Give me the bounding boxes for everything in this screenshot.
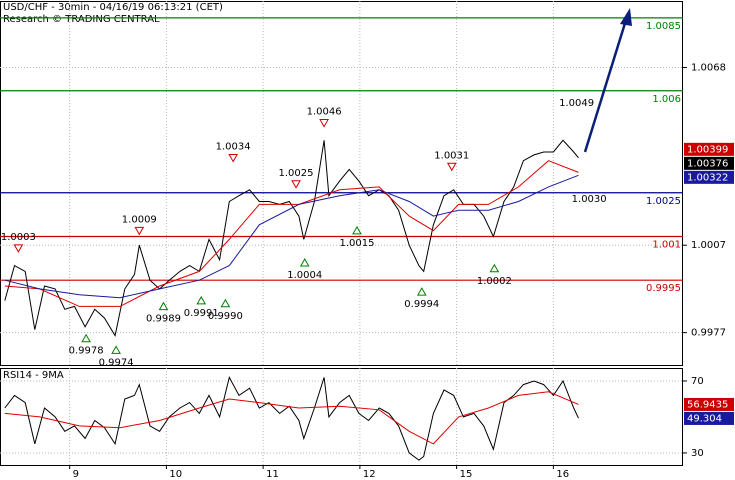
chart-title: USD/CHF - 30min - 04/16/19 06:13:21 (CET… xyxy=(3,2,223,13)
peak-marker xyxy=(134,226,145,236)
y-tick-label: 30 xyxy=(691,448,704,459)
annotation-label: 0.9974 xyxy=(99,357,134,368)
annotation-label: 1.0003 xyxy=(1,232,36,243)
annotation-label: 1.0034 xyxy=(216,142,251,153)
trough-marker xyxy=(196,295,207,305)
annotation-label: 0.9991 xyxy=(184,308,219,319)
level-label: 1.006 xyxy=(652,94,681,105)
forecast-arrowhead xyxy=(620,8,632,26)
trough-marker xyxy=(81,333,91,343)
trough-marker xyxy=(489,263,500,273)
annotation-label: 0.9978 xyxy=(69,346,104,357)
series-line xyxy=(4,160,579,307)
annotation-label: 1.0046 xyxy=(307,107,342,118)
y-tick-label: 1.0068 xyxy=(691,62,726,73)
peak-marker xyxy=(319,119,329,128)
chart-subtitle: Research © TRADING CENTRAL xyxy=(3,14,160,25)
price-tag-label: 1.00399 xyxy=(687,144,728,155)
rsi-title: RSI14 - 9MA xyxy=(3,370,64,381)
y-tick-label: 0.9977 xyxy=(691,328,726,339)
trough-marker xyxy=(220,298,231,308)
peak-marker xyxy=(446,162,457,172)
y-tick-label: 70 xyxy=(691,376,704,387)
annotation-label: 1.0015 xyxy=(339,238,374,249)
price-tag xyxy=(684,170,734,184)
annotation-label: 1.0030 xyxy=(572,194,607,205)
price-tag-label: 1.00322 xyxy=(687,172,728,183)
peak-marker xyxy=(291,180,301,189)
price-tag xyxy=(684,397,734,411)
price-tag-label: 49.304 xyxy=(687,413,722,424)
price-tag xyxy=(684,142,734,156)
trough-marker xyxy=(158,301,169,311)
trough-marker xyxy=(299,257,310,267)
annotation-label: 0.9994 xyxy=(404,299,439,310)
annotation-label: 1.0025 xyxy=(279,168,314,179)
panel-frame xyxy=(0,1,683,366)
annotation-label: 1.0031 xyxy=(434,150,469,161)
annotation-label: 1.0002 xyxy=(477,276,512,287)
x-tick-label: 11 xyxy=(266,469,279,480)
level-label: 1.0085 xyxy=(646,21,681,32)
annotation-label: 1.0009 xyxy=(122,214,157,225)
annotation-label: 0.9990 xyxy=(208,311,243,322)
price-tag-label: 1.00376 xyxy=(687,158,728,169)
forecast-arrow xyxy=(583,19,628,153)
level-label: 0.9995 xyxy=(646,283,681,294)
x-tick-label: 15 xyxy=(460,469,473,480)
series-line xyxy=(4,376,579,461)
trough-marker xyxy=(352,225,362,235)
peak-marker xyxy=(13,244,24,253)
price-tag-label: 56.9435 xyxy=(687,399,728,410)
annotation-label: 0.9989 xyxy=(146,314,181,325)
trough-marker xyxy=(111,345,121,354)
series-line xyxy=(4,391,579,445)
peak-marker xyxy=(228,154,239,163)
level-label: 1.001 xyxy=(652,239,681,250)
level-label: 1.0025 xyxy=(646,196,681,207)
annotation-label: 1.0049 xyxy=(559,98,594,109)
x-tick-label: 16 xyxy=(556,469,569,480)
annotation-label: 1.0004 xyxy=(287,270,322,281)
series-line xyxy=(4,139,579,337)
price-tag xyxy=(684,156,734,170)
x-tick-label: 12 xyxy=(363,469,376,480)
trough-marker xyxy=(416,287,427,296)
x-tick-label: 9 xyxy=(73,469,79,480)
series-line xyxy=(4,174,579,299)
panel-frame xyxy=(0,368,683,466)
y-tick-label: 1.0007 xyxy=(691,240,726,251)
x-tick-label: 10 xyxy=(169,469,182,480)
price-tag xyxy=(684,411,734,425)
